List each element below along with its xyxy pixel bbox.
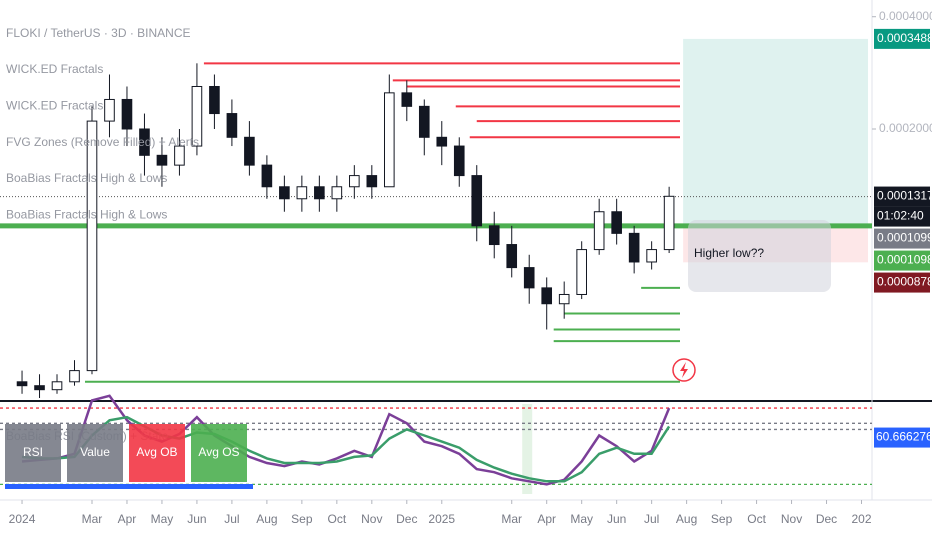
price-tag [874,272,930,293]
candle-body [16,381,28,387]
candle-body [104,98,115,122]
candle-body [541,287,553,305]
x-tick-label: Oct [747,512,766,526]
candle-body [121,98,133,130]
rsi-line [21,415,671,483]
price-tag-label: 60.66627665 [876,430,932,444]
candle-body [593,211,605,251]
candle-body [86,120,98,372]
countdown: 01:02:40 [877,209,924,223]
indicator-label: WICK.ED Fractals [6,98,103,112]
table-bar [5,484,253,489]
candle-body [69,370,80,383]
candle-body [279,186,290,200]
table-cell [191,424,247,482]
x-tick-label: 2024 [9,512,36,526]
candle-body [663,195,675,251]
candle-body [646,249,657,263]
indicator-label: BoaBias Fractals High & Lows [6,207,167,221]
price-tag-label: 0.00008781 [877,275,932,289]
indicator-label: FVG Zones (Remove Filled) + Alerts [6,135,199,149]
candle-body [51,381,63,391]
x-tick-label: Jul [224,512,239,526]
y-tick-label: 0.00040000 [879,9,932,23]
table-cell-text: Avg OB [136,445,177,459]
annotation: Higher low?? [694,246,764,260]
candle-body [296,186,308,200]
candle-body [174,145,185,166]
table-cell [129,424,185,482]
x-tick-label: Oct [328,512,347,526]
candle-body [558,293,570,305]
candle-body [191,85,203,147]
candle-body [523,267,535,289]
candle-body [418,105,430,138]
chart-title: FLOKI / TetherUS · 3D · BINANCE [6,26,191,40]
candle-body [576,249,587,295]
price-tag-label: 0.00034884 [877,31,932,45]
x-tick-label: Jul [644,512,659,526]
annotation-box [688,220,831,292]
candle-body [331,186,343,200]
x-tick-label: Aug [256,512,277,526]
table-cell [5,424,61,482]
price-tag [874,228,930,249]
candle-body [471,175,483,227]
price-tag-label: 0.00010989 [877,253,932,267]
candle-body [156,154,168,166]
table-cell-text: Avg OS [198,445,239,459]
candle-body [209,85,220,115]
candle-body [366,175,378,188]
candle-body [34,385,45,391]
candle-body [628,232,640,263]
candle-body [506,244,518,269]
candle-body [436,136,448,147]
candle-body [261,164,273,188]
candle-body [244,136,255,166]
x-tick-label: May [570,512,593,526]
target-zone [683,38,868,226]
x-tick-label: May [151,512,174,526]
x-tick-label: Aug [676,512,697,526]
candle-body [401,92,413,107]
x-tick-label: Mar [501,512,522,526]
x-tick-label: Apr [118,512,137,526]
alert-icon [680,362,688,378]
price-tag-label: 0.00013178 [877,189,932,203]
table-cell-text: RSI [23,445,43,459]
x-tick-label: 2025 [428,512,455,526]
candle-body [139,128,150,156]
y-tick-label: 0.00020000 [879,121,932,135]
x-tick-label: Dec [396,512,417,526]
candle-body [383,92,395,188]
candle-body [314,186,325,200]
x-tick-label: Mar [82,512,103,526]
x-tick-label: Apr [537,512,556,526]
x-tick-label: Sep [711,512,733,526]
indicator-label: BoaBias Fractals High & Lows [6,171,167,185]
table-cell [67,424,123,482]
table-cell-text: Value [80,445,110,459]
x-tick-label: Nov [361,512,382,526]
price-tag [874,28,930,49]
x-tick-label: Nov [781,512,802,526]
candle-body [453,145,465,177]
price-tag [874,250,930,271]
candle-body [226,113,238,138]
countdown-tag [874,206,930,227]
x-tick-label: Jun [607,512,626,526]
candle-body [488,225,500,246]
x-tick-label: Jun [187,512,206,526]
x-tick-label: 202 [851,512,871,526]
x-tick-label: Sep [291,512,313,526]
indicator-label: WICK.ED Fractals [6,62,103,76]
candle-body [349,175,360,188]
candle-body [611,211,622,234]
price-tag [874,427,930,448]
highlight [522,404,533,494]
x-tick-label: Dec [816,512,837,526]
price-tag-label: 0.00010996 [877,231,932,245]
price-tag [874,186,930,207]
